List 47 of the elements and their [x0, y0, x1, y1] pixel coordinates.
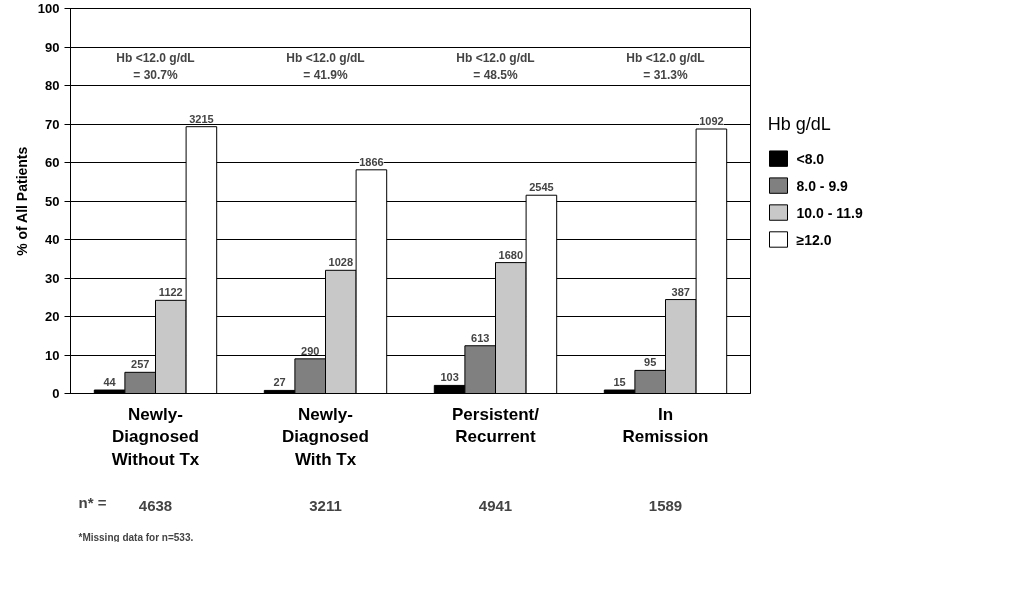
y-tick-label: 0 [52, 386, 60, 401]
annotation: 257 [131, 358, 150, 371]
annotation: 290 [301, 344, 320, 357]
x-tick-label: Persistent/ Recurrent [452, 404, 540, 447]
legend-label: 8.0 - 9.9 [796, 177, 849, 194]
y-tick-label: 90 [45, 39, 60, 55]
legend-label: 10.0 - 11.9 [796, 204, 863, 221]
text: 4638 [138, 497, 173, 514]
annotation: Hb <12.0 g/dL = 41.9% [286, 50, 365, 82]
annotation: 2545 [529, 181, 554, 194]
annotation: 1680 [498, 248, 524, 261]
text: *Missing data for n=533. [78, 531, 194, 543]
x-tick-label: In Remission [622, 404, 709, 447]
annotation: 27 [273, 376, 286, 389]
legend-label: <8.0 [796, 150, 825, 167]
annotation: 15 [613, 376, 626, 389]
annotation: 103 [440, 371, 459, 384]
annotation: 1092 [699, 115, 724, 127]
annotation: 613 [471, 331, 490, 344]
legend-label: ≥12.0 [796, 231, 832, 248]
annotation: 1866 [359, 155, 384, 168]
text: 3211 [309, 497, 342, 514]
y-tick-label: 80 [45, 78, 60, 93]
text: 4941 [478, 497, 513, 514]
annotation: 387 [671, 285, 690, 298]
text: 1589 [648, 497, 683, 514]
annotation: 44 [103, 376, 117, 389]
y-tick-label: 50 [45, 193, 60, 209]
y-tick-label: 60 [45, 155, 60, 170]
legend-title: Hb g/dL [767, 114, 831, 134]
annotation: 1122 [158, 286, 183, 299]
x-tick-label: Newly- Diagnosed With Tx [282, 404, 369, 470]
x-tick-label: Newly- Diagnosed Without Tx [111, 404, 200, 470]
y-tick-label: 20 [45, 309, 60, 324]
y-tick-label: 100 [37, 1, 60, 16]
y-tick-label: 70 [45, 116, 60, 132]
annotation: 3215 [189, 112, 214, 125]
annotation: Hb <12.0 g/dL = 30.7% [116, 50, 195, 82]
annotation: 1028 [328, 256, 354, 269]
y-axis-title: % of All Patients [13, 146, 30, 256]
annotation: Hb <12.0 g/dL = 48.5% [456, 50, 535, 82]
annotation: Hb <12.0 g/dL = 31.3% [626, 50, 705, 82]
y-tick-label: 40 [45, 232, 60, 247]
annotation: 95 [644, 356, 657, 369]
y-tick-label: 30 [45, 270, 60, 286]
y-tick-label: 10 [45, 347, 60, 363]
text: n* = [78, 494, 107, 511]
